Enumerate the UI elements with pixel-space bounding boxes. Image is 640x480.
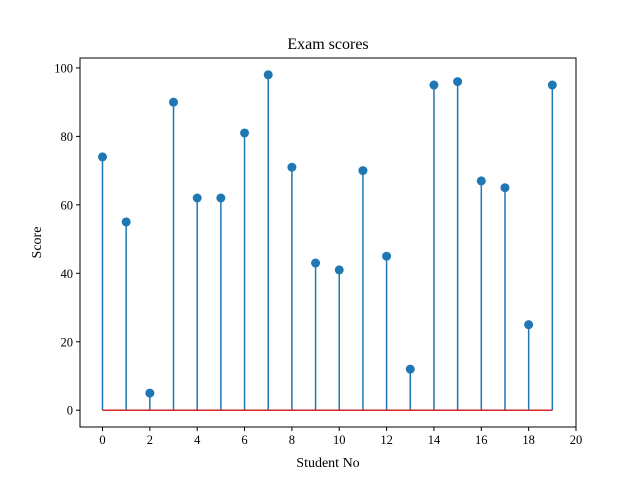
- y-tick-label: 100: [54, 61, 73, 75]
- x-tick-label: 20: [570, 433, 583, 447]
- data-point-marker: [429, 80, 439, 90]
- data-point-marker: [169, 97, 179, 107]
- data-point-marker: [547, 80, 557, 90]
- x-tick-label: 2: [147, 433, 153, 447]
- x-tick-label: 0: [99, 433, 105, 447]
- axis-ticks: 0 2 4 6 8 10 12 14 16 18 20 0 20 40 60 80 100: [54, 61, 582, 447]
- data-point-marker: [500, 183, 510, 193]
- plot-area: [97, 70, 557, 411]
- x-tick-label: 10: [333, 433, 346, 447]
- y-axis-label: Score: [30, 227, 45, 259]
- y-tick-label: 20: [61, 335, 74, 349]
- data-point-marker: [287, 162, 297, 172]
- data-point-marker: [97, 152, 107, 162]
- y-tick-label: 80: [61, 130, 74, 144]
- x-tick-label: 12: [380, 433, 393, 447]
- data-point-marker: [216, 193, 226, 203]
- data-point-marker: [382, 251, 392, 261]
- x-tick-label: 16: [475, 433, 488, 447]
- data-point-marker: [476, 176, 486, 186]
- data-point-marker: [145, 388, 155, 398]
- data-point-marker: [121, 217, 131, 227]
- data-point-marker: [334, 265, 344, 275]
- x-tick-label: 18: [522, 433, 535, 447]
- data-point-marker: [358, 166, 368, 176]
- data-point-marker: [311, 258, 321, 268]
- data-point-marker: [192, 193, 202, 203]
- x-tick-label: 4: [194, 433, 201, 447]
- data-point-marker: [524, 320, 534, 330]
- data-point-marker: [240, 128, 250, 138]
- data-point-marker: [453, 77, 463, 87]
- x-tick-label: 14: [428, 433, 441, 447]
- axes-frame: [79, 57, 577, 428]
- chart-title: Exam scores: [287, 36, 368, 53]
- x-tick-label: 6: [241, 433, 247, 447]
- data-point-marker: [263, 70, 273, 80]
- data-point-marker: [405, 364, 415, 374]
- x-tick-label: 8: [289, 433, 295, 447]
- y-tick-label: 0: [67, 404, 73, 418]
- y-tick-label: 40: [61, 267, 74, 281]
- x-axis-label: Student No: [296, 456, 359, 471]
- y-tick-label: 60: [61, 198, 74, 212]
